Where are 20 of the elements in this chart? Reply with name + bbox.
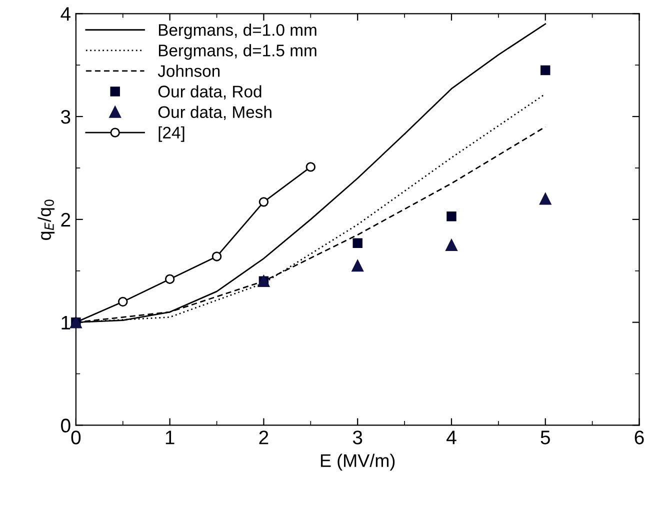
y-tick-label: 1 — [62, 316, 70, 330]
x-tick-label: 6 — [634, 430, 644, 444]
x-tick-label: 0 — [71, 430, 81, 444]
x-tick-label: 1 — [166, 430, 174, 444]
y-axis-title: q$_{E}$/q$_{0}$ — [38, 200, 55, 240]
legend-label: Bergmans, d=1.5 mm — [158, 44, 316, 60]
legend-label: Johnson — [158, 64, 220, 77]
y-tick-label: 2 — [61, 212, 70, 226]
legend-label: Bergmans, d=1.0 mm — [158, 24, 316, 40]
legend-label: [24] — [158, 126, 184, 142]
x-tick-label: 4 — [446, 430, 456, 444]
y-tick-label: 4 — [60, 7, 71, 21]
x-tick-label: 3 — [352, 430, 362, 444]
x-tick-label: 2 — [259, 430, 268, 444]
x-axis-title: E (MV/m) — [320, 454, 395, 471]
y-tick-label: 0 — [61, 418, 70, 432]
y-tick-label: 3 — [61, 110, 70, 124]
x-tick-label: 5 — [540, 430, 550, 444]
legend-label: Our data, Mesh — [158, 106, 272, 120]
legend-label: Our data, Rod — [158, 85, 262, 100]
